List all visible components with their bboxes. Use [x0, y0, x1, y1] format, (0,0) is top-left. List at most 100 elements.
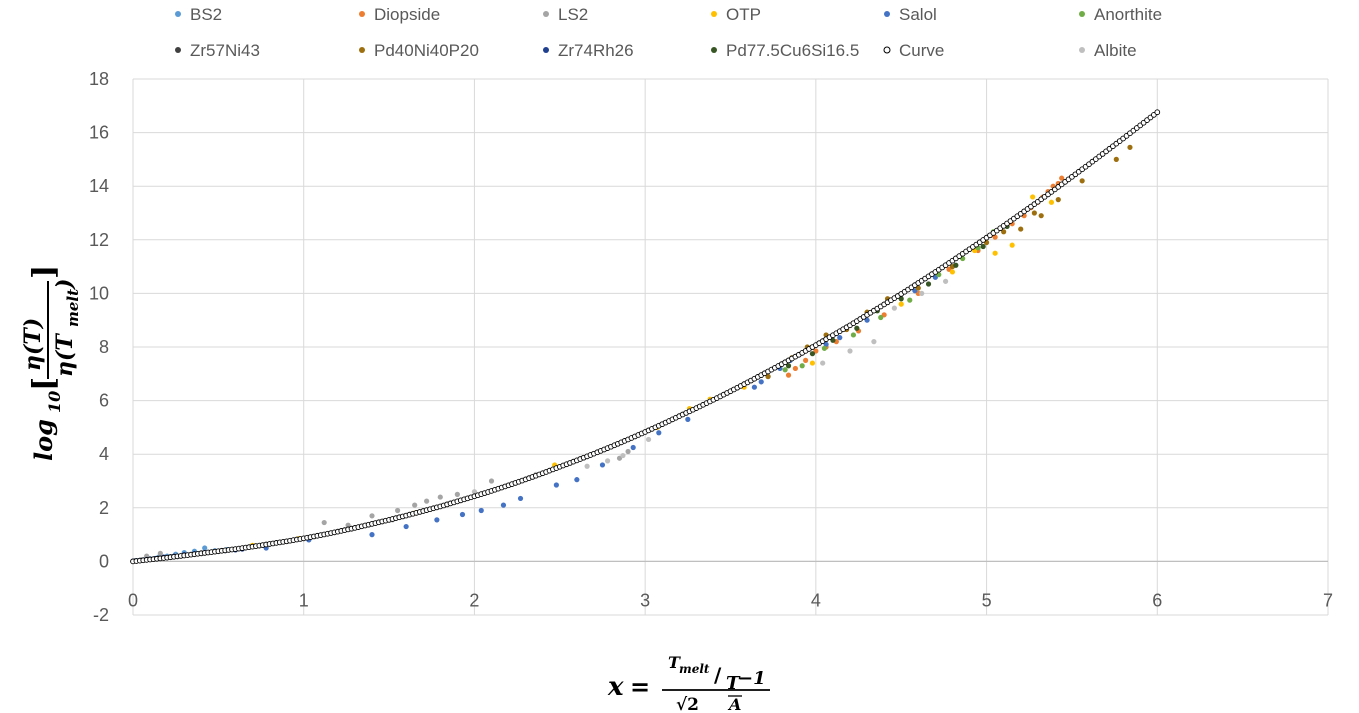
data-point [785, 372, 792, 378]
legend-label: Zr57Ni43 [190, 41, 260, 60]
data-point [1079, 178, 1085, 184]
y-label-denominator: η(T [52, 333, 78, 377]
legend-marker [884, 11, 890, 17]
legend-label: Pd77.5Cu6Si16.5 [726, 41, 859, 60]
x-tick-label: 6 [1152, 590, 1162, 610]
y-tick-label: 0 [99, 551, 109, 571]
data-point [898, 301, 904, 307]
legend-label: Salol [899, 5, 937, 24]
data-point [620, 452, 626, 459]
x-label-equals: = [630, 672, 650, 701]
legend-label: Zr74Rh26 [558, 41, 634, 60]
data-point [864, 317, 870, 323]
data-point [403, 523, 409, 530]
y-tick-label: 2 [99, 498, 109, 518]
y-tick-label: 4 [99, 444, 109, 464]
legend-item: OTP [711, 5, 761, 24]
data-point [395, 507, 401, 514]
data-point [837, 335, 843, 341]
x-label-numerator-slash: / [714, 663, 722, 687]
y-tick-label: 18 [89, 69, 109, 89]
legend-marker [175, 11, 181, 17]
data-point [785, 363, 792, 369]
gridlines [132, 78, 1329, 616]
x-label-numerator-top: T [668, 653, 681, 672]
y-label-numerator: η(T) [20, 318, 46, 371]
data-point [471, 489, 478, 495]
data-point [412, 502, 418, 508]
x-axis-label: x = T melt / T −1 √2 A [607, 653, 770, 713]
data-point [1018, 226, 1024, 232]
data-point [878, 314, 884, 321]
data-point [604, 458, 611, 464]
x-tick-label: 2 [469, 590, 479, 610]
data-point [454, 491, 460, 497]
data-point [1127, 144, 1133, 150]
data-point [157, 550, 163, 556]
y-tick-label: 14 [89, 176, 109, 196]
data-point [847, 348, 853, 354]
x-label-lhs: x [607, 672, 624, 702]
legend-item: Anorthite [1079, 5, 1162, 24]
y-tick-label: -2 [93, 605, 109, 625]
data-point [437, 494, 443, 500]
y-label-denominator-sub: melt [64, 289, 82, 327]
legend-label: BS2 [190, 5, 222, 24]
data-point [809, 351, 816, 357]
legend-label: LS2 [558, 5, 588, 24]
legend-label: Pd40Ni40P20 [374, 41, 479, 60]
data-point [321, 519, 327, 526]
data-point [992, 234, 998, 240]
legend-marker [1079, 47, 1085, 53]
x-tick-label: 4 [811, 590, 821, 610]
data-point [553, 482, 559, 488]
legend-item: Curve [883, 41, 944, 60]
data-point [871, 339, 877, 345]
legend-item: Zr57Ni43 [175, 41, 260, 60]
y-tick-label: 6 [99, 391, 109, 411]
data-point [792, 365, 798, 372]
plot-area [130, 109, 1161, 565]
y-tick-label: 12 [89, 230, 109, 250]
data-point [953, 262, 959, 268]
data-point [820, 360, 826, 366]
data-point [1001, 229, 1007, 235]
data-point [765, 373, 771, 380]
data-point [424, 498, 430, 504]
series-albite [348, 278, 949, 532]
x-axis-ticks: 0 1 2 3 4 5 6 7 [128, 590, 1333, 610]
legend-item: Pd77.5Cu6Si16.5 [711, 41, 859, 60]
data-point [630, 444, 636, 451]
legend-marker [1079, 11, 1085, 17]
data-point [1048, 199, 1055, 205]
y-tick-label: 8 [99, 337, 109, 357]
series-pd40ni40p20 [765, 144, 1133, 380]
y-label-log: log [29, 419, 58, 461]
data-point [821, 345, 827, 351]
data-point [919, 290, 925, 296]
data-point [202, 545, 208, 551]
data-point [656, 430, 662, 436]
data-point [488, 478, 495, 484]
data-point [599, 462, 606, 468]
legend-marker [543, 47, 549, 53]
data-point [758, 379, 764, 385]
y-label-denominator-close: ) [52, 279, 78, 290]
legend-label: Albite [1094, 41, 1137, 60]
data-point [799, 363, 805, 369]
x-tick-label: 5 [982, 590, 992, 610]
x-tick-label: 1 [299, 590, 309, 610]
x-label-numerator-rest: −1 [738, 668, 766, 689]
y-axis-label: log 10 [ η(T) η(T melt ) ] [20, 265, 82, 461]
data-point [1113, 156, 1119, 162]
data-point [943, 278, 949, 284]
legend: BS2 Diopside LS2 OTP Salol Anorthite Zr57Ni43 P… [175, 5, 1162, 60]
legend-item: Diopside [359, 5, 440, 24]
data-point [685, 416, 691, 422]
data-point [992, 250, 998, 256]
data-point [434, 517, 440, 523]
data-point [803, 357, 809, 363]
y-tick-label: 16 [89, 123, 109, 143]
data-point [907, 297, 913, 303]
data-point [584, 463, 590, 469]
